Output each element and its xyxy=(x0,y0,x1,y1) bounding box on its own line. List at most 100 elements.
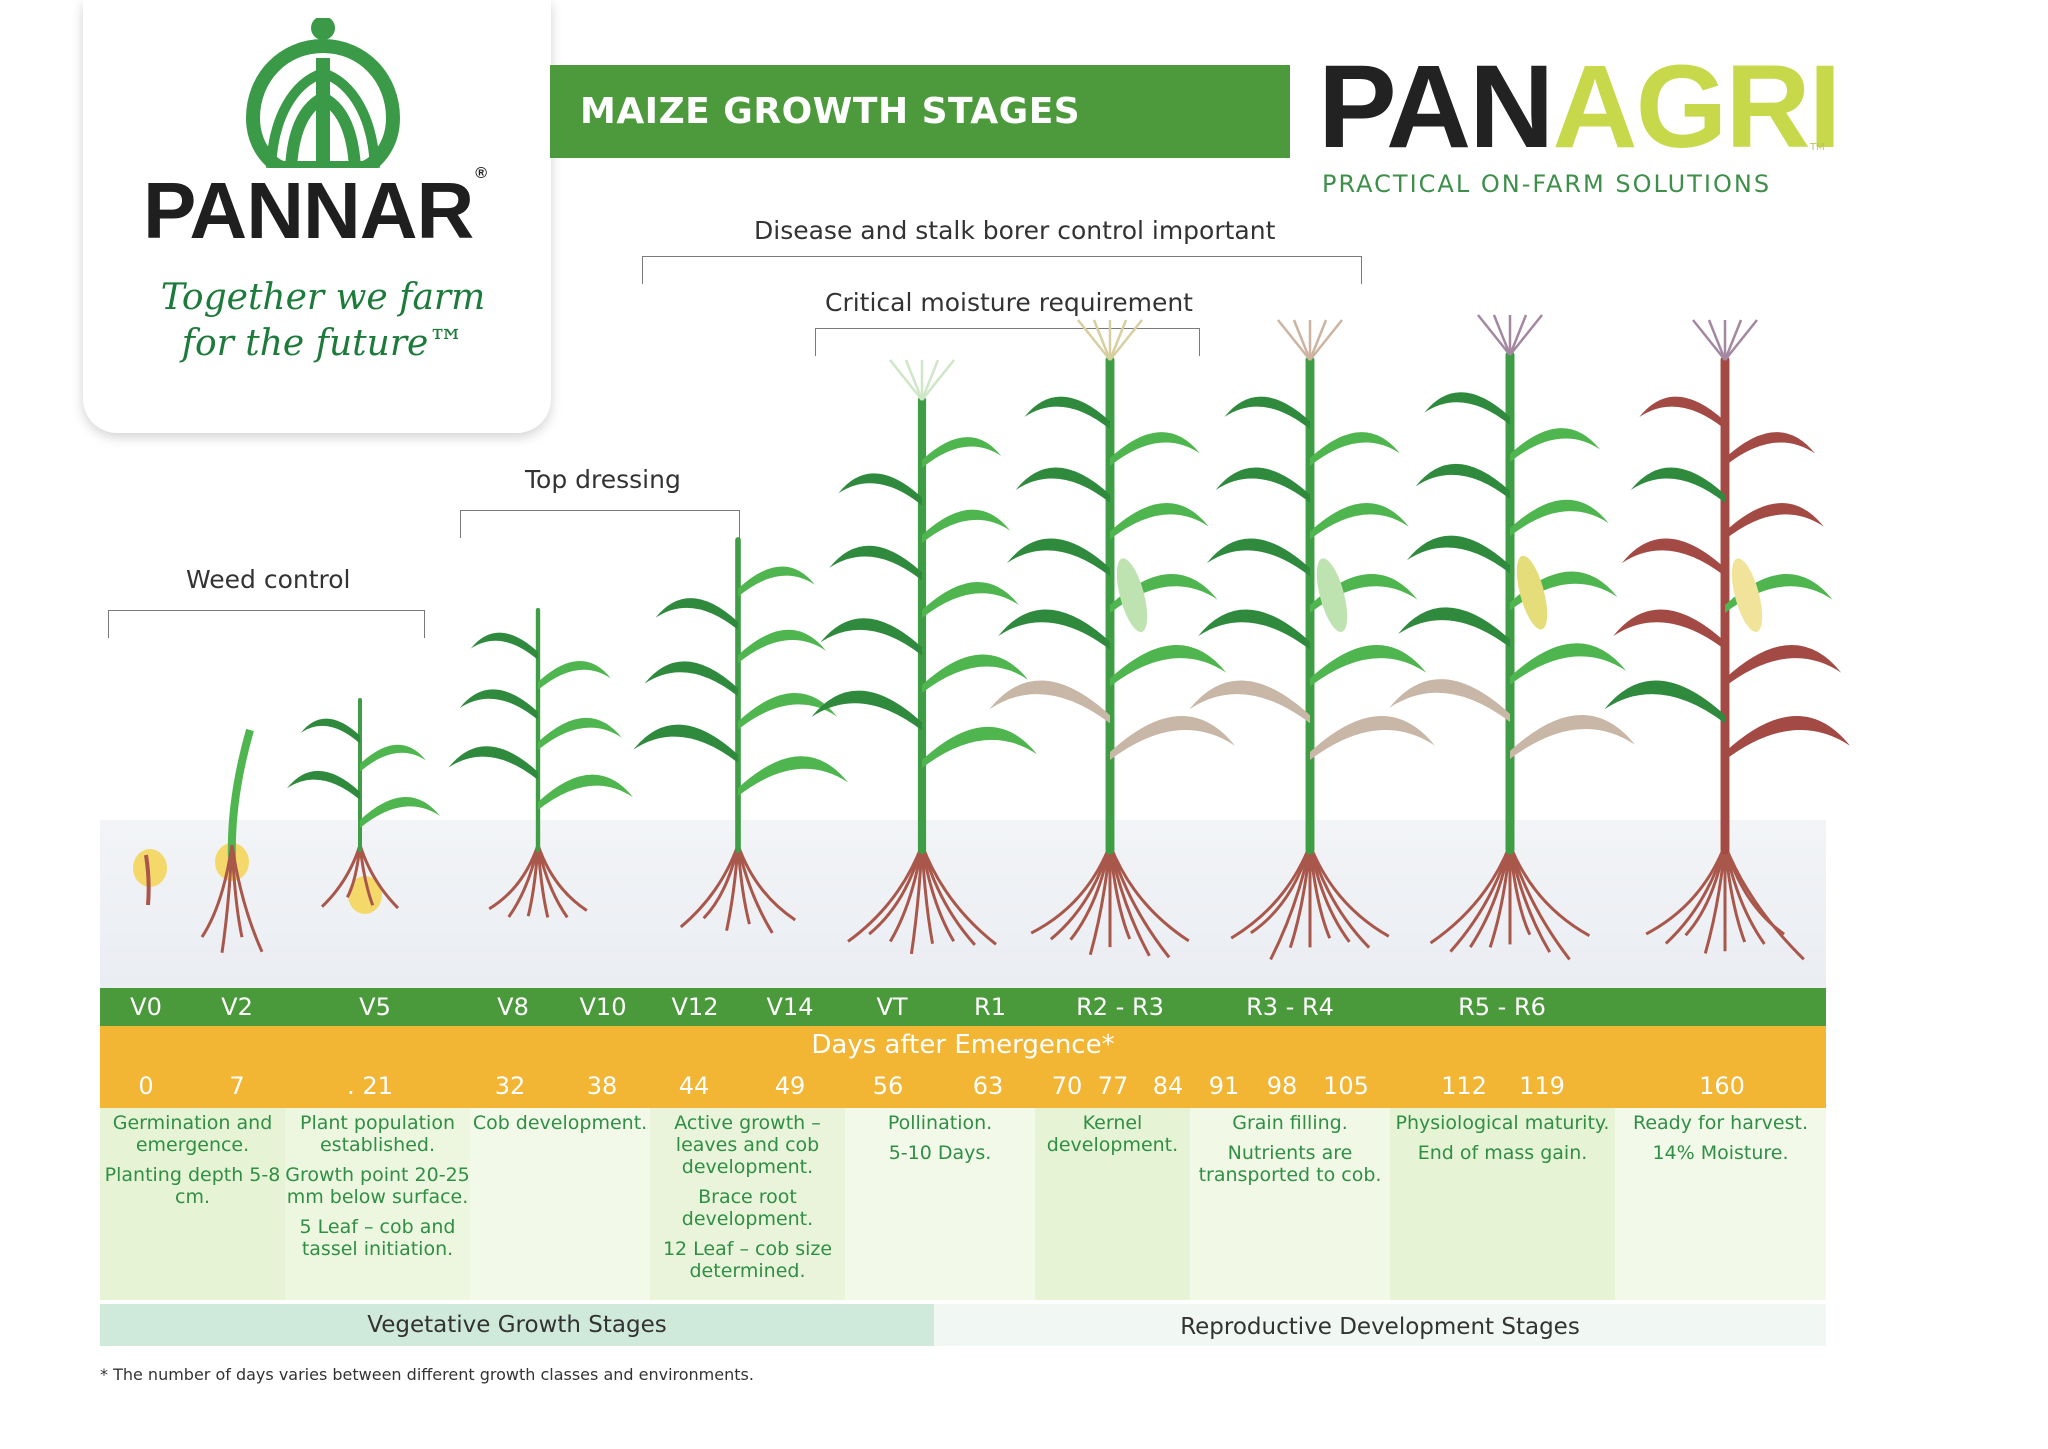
day-value: 7 xyxy=(229,1072,244,1100)
day-value: 77 xyxy=(1098,1072,1129,1100)
leaf xyxy=(922,654,1028,693)
root-line xyxy=(869,845,922,934)
day-value: 119 xyxy=(1519,1072,1565,1100)
leaf xyxy=(1622,539,1725,577)
tassel xyxy=(890,360,922,400)
stage-label: V0 xyxy=(130,988,162,1026)
leaf xyxy=(838,473,922,505)
tassel xyxy=(1725,320,1757,360)
day-value: 63 xyxy=(973,1072,1004,1100)
day-value: 91 xyxy=(1209,1072,1240,1100)
leaf xyxy=(1407,536,1510,574)
leaf xyxy=(1510,500,1609,536)
desc-text: Planting depth 5-8 cm. xyxy=(100,1164,285,1208)
stage-label: R5 - R6 xyxy=(1458,988,1546,1026)
desc-text: Brace root development. xyxy=(650,1186,845,1230)
cob xyxy=(1111,555,1154,635)
desc-text: Kernel development. xyxy=(1035,1112,1190,1156)
leaf xyxy=(922,582,1019,618)
leaf xyxy=(1510,643,1626,684)
day-value: 49 xyxy=(775,1072,806,1100)
leaf xyxy=(1216,468,1310,503)
tassel xyxy=(906,360,922,400)
leaf xyxy=(738,567,815,597)
leaf xyxy=(360,797,440,828)
leaf xyxy=(1024,397,1110,430)
leaf xyxy=(287,771,360,800)
day-value: 84 xyxy=(1153,1072,1184,1100)
day-value: 44 xyxy=(679,1072,710,1100)
day-value: 70 xyxy=(1052,1072,1083,1100)
leaf xyxy=(1110,716,1235,760)
leaf xyxy=(1725,503,1824,539)
leaf xyxy=(1189,680,1310,723)
leaf xyxy=(1016,468,1110,503)
day-value: 32 xyxy=(495,1072,526,1100)
leaf xyxy=(460,689,538,720)
cob xyxy=(1511,553,1554,633)
day-value: 56 xyxy=(873,1072,904,1100)
leaf xyxy=(656,598,739,630)
tassel xyxy=(1478,315,1510,355)
leaf xyxy=(1725,432,1815,466)
leaf xyxy=(738,756,848,796)
leaf xyxy=(820,618,922,655)
tassel xyxy=(1094,320,1110,360)
tassel xyxy=(1278,320,1310,360)
leaf xyxy=(1224,397,1310,430)
leaf xyxy=(1389,679,1510,722)
day-value: 160 xyxy=(1699,1072,1745,1100)
desc-text: Pollination. xyxy=(845,1112,1035,1134)
day-value: 105 xyxy=(1323,1072,1369,1100)
maize-plant xyxy=(989,320,1235,957)
stage-label: V12 xyxy=(672,988,719,1026)
leaf xyxy=(1110,645,1226,686)
tassel xyxy=(1510,315,1526,355)
desc-text: Ready for harvest. xyxy=(1615,1112,1826,1134)
desc-text: 5-10 Days. xyxy=(845,1142,1035,1164)
leaf xyxy=(1007,539,1110,577)
maize-plant xyxy=(287,700,440,908)
desc-population: Plant population established. Growth poi… xyxy=(285,1108,470,1300)
maize-plant xyxy=(1604,320,1850,959)
desc-physiological: Physiological maturity. End of mass gain… xyxy=(1390,1108,1615,1300)
tassel xyxy=(1110,320,1126,360)
leaf xyxy=(1613,610,1725,650)
days-title: Days after Emergence* xyxy=(100,1030,1826,1060)
maize-plant xyxy=(811,360,1037,954)
leaf xyxy=(471,633,538,660)
root-line xyxy=(1725,845,1784,934)
stage-label: V10 xyxy=(580,988,627,1026)
reproductive-stages-label: Reproductive Development Stages xyxy=(934,1304,1826,1346)
stage-label: V2 xyxy=(221,988,253,1026)
leaf xyxy=(998,610,1110,650)
cob xyxy=(1311,555,1354,635)
tassel xyxy=(1510,315,1542,355)
stage-label: V14 xyxy=(767,988,814,1026)
leaf xyxy=(1310,503,1409,539)
maize-plant-illustrations xyxy=(0,0,2048,1000)
vegetative-stages-label: Vegetative Growth Stages xyxy=(100,1304,934,1346)
desc-germination: Germination and emergence. Planting dept… xyxy=(100,1108,285,1300)
leaf xyxy=(1604,680,1725,723)
desc-kernel: Kernel development. xyxy=(1035,1108,1190,1300)
tassel xyxy=(1078,320,1110,360)
desc-cob: Cob development. xyxy=(470,1108,650,1300)
leaf xyxy=(1207,539,1310,577)
tassel xyxy=(1693,320,1725,360)
footnote: * The number of days varies between diff… xyxy=(100,1365,754,1384)
leaf xyxy=(738,630,826,663)
desc-grain-filling: Grain filling. Nutrients are transported… xyxy=(1190,1108,1390,1300)
leaf xyxy=(922,510,1010,543)
tassel xyxy=(1110,320,1142,360)
leaf xyxy=(1510,428,1600,462)
tassel xyxy=(1294,320,1310,360)
desc-text: Nutrients are transported to cob. xyxy=(1190,1142,1390,1186)
stage-descriptions: Germination and emergence. Planting dept… xyxy=(100,1108,1826,1300)
leaf xyxy=(449,746,538,780)
day-value: 38 xyxy=(587,1072,618,1100)
desc-text: 14% Moisture. xyxy=(1615,1142,1826,1164)
stage-label: R2 - R3 xyxy=(1076,988,1164,1026)
growth-stage-bar: V0 V2 V5 V8 V10 V12 V14 VT R1 R2 - R3 R3… xyxy=(100,988,1826,1026)
leaf xyxy=(738,693,837,730)
